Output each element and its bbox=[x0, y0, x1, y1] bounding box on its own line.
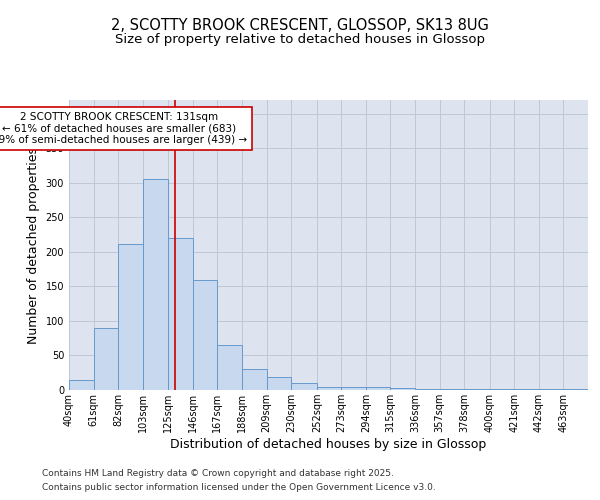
Text: 2, SCOTTY BROOK CRESCENT, GLOSSOP, SK13 8UG: 2, SCOTTY BROOK CRESCENT, GLOSSOP, SK13 … bbox=[111, 18, 489, 32]
Bar bbox=[366, 387, 391, 390]
Bar bbox=[291, 383, 317, 390]
Bar bbox=[539, 388, 563, 390]
Bar bbox=[169, 238, 193, 390]
Bar bbox=[217, 345, 242, 390]
Text: Size of property relative to detached houses in Glossop: Size of property relative to detached ho… bbox=[115, 32, 485, 46]
Bar bbox=[415, 388, 440, 390]
Bar bbox=[514, 388, 539, 390]
Text: Contains HM Land Registry data © Crown copyright and database right 2025.: Contains HM Land Registry data © Crown c… bbox=[42, 468, 394, 477]
Bar bbox=[317, 386, 341, 390]
Text: 2 SCOTTY BROOK CRESCENT: 131sqm
← 61% of detached houses are smaller (683)
39% o: 2 SCOTTY BROOK CRESCENT: 131sqm ← 61% of… bbox=[0, 112, 247, 145]
Bar bbox=[94, 328, 118, 390]
Bar bbox=[341, 387, 366, 390]
Bar bbox=[490, 388, 514, 390]
Text: Contains public sector information licensed under the Open Government Licence v3: Contains public sector information licen… bbox=[42, 484, 436, 492]
Bar bbox=[143, 180, 169, 390]
Bar bbox=[242, 370, 266, 390]
X-axis label: Distribution of detached houses by size in Glossop: Distribution of detached houses by size … bbox=[170, 438, 487, 451]
Bar bbox=[563, 388, 588, 390]
Bar bbox=[118, 244, 143, 390]
Bar bbox=[464, 388, 490, 390]
Bar bbox=[266, 377, 291, 390]
Bar bbox=[440, 388, 464, 390]
Bar bbox=[193, 280, 217, 390]
Bar bbox=[391, 388, 415, 390]
Y-axis label: Number of detached properties: Number of detached properties bbox=[27, 146, 40, 344]
Bar bbox=[69, 380, 94, 390]
